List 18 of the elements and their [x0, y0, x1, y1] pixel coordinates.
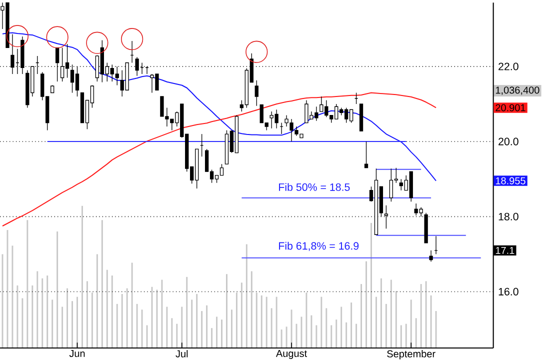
annotation: 20.901 [496, 104, 526, 112]
annotation: Fib 50% = 18.5 [279, 183, 350, 191]
annotation: Fib 61,8% = 16.9 [279, 242, 359, 251]
candlestick [254, 80, 258, 106]
x-tick-label: September [387, 350, 436, 360]
candlestick [364, 141, 368, 168]
text: 1,036,400 [496, 86, 540, 95]
x-tick-label: August [276, 350, 307, 359]
y-tick-label: 22.0 [498, 62, 518, 70]
annotation: 17.1 [496, 246, 514, 254]
annotation: 18.955 [496, 177, 526, 184]
x-tick-label: Jun [69, 350, 85, 358]
candlestick [384, 205, 388, 229]
x-tick-label: Jul [176, 350, 188, 358]
y-tick-label: 18.0 [498, 212, 518, 220]
candlestick [429, 250, 433, 262]
y-tick-label: 16.0 [498, 288, 518, 296]
y-tick-label: 20.0 [498, 138, 518, 146]
